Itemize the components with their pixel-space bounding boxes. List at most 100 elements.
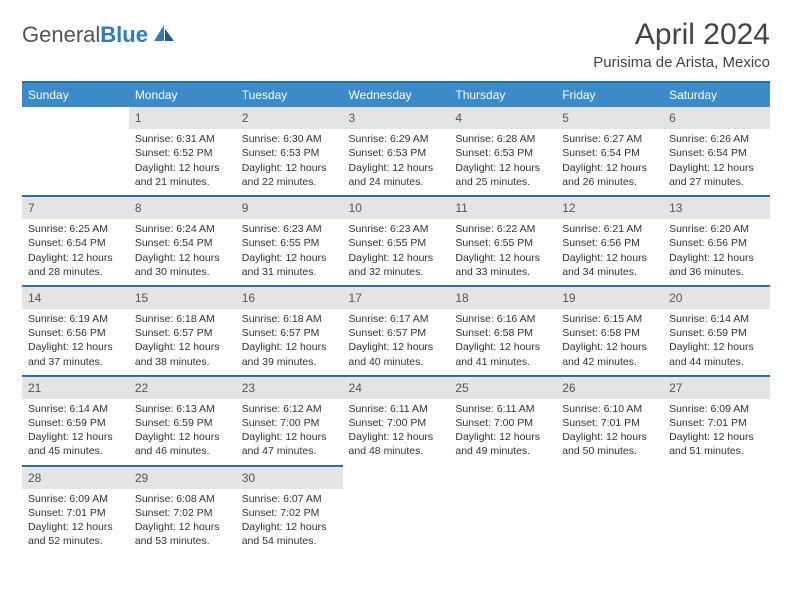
day-number: 25 (449, 375, 556, 399)
day-number: 12 (556, 195, 663, 219)
sunrise-text: Sunrise: 6:30 AM (242, 132, 337, 146)
day-detail: Sunrise: 6:11 AMSunset: 7:00 PMDaylight:… (343, 399, 450, 465)
daylight-text: Daylight: 12 hours and 21 minutes. (135, 161, 230, 189)
weekday-header: Sunday (22, 82, 129, 107)
day-number: 19 (556, 285, 663, 309)
day-number: 9 (236, 195, 343, 219)
calendar-row: 1Sunrise: 6:31 AMSunset: 6:52 PMDaylight… (22, 107, 770, 195)
sunset-text: Sunset: 6:55 PM (455, 236, 550, 250)
day-number: 28 (22, 465, 129, 489)
day-detail: Sunrise: 6:17 AMSunset: 6:57 PMDaylight:… (343, 309, 450, 375)
day-number: 2 (236, 107, 343, 129)
calendar-row: 14Sunrise: 6:19 AMSunset: 6:56 PMDayligh… (22, 285, 770, 375)
sunrise-text: Sunrise: 6:08 AM (135, 492, 230, 506)
logo: GeneralBlue (22, 22, 176, 48)
calendar-cell: 7Sunrise: 6:25 AMSunset: 6:54 PMDaylight… (22, 195, 129, 285)
calendar-cell: 4Sunrise: 6:28 AMSunset: 6:53 PMDaylight… (449, 107, 556, 195)
day-number: 11 (449, 195, 556, 219)
weekday-header-row: Sunday Monday Tuesday Wednesday Thursday… (22, 82, 770, 107)
daylight-text: Daylight: 12 hours and 52 minutes. (28, 520, 123, 548)
calendar-cell: 27Sunrise: 6:09 AMSunset: 7:01 PMDayligh… (663, 375, 770, 465)
sunset-text: Sunset: 7:02 PM (135, 506, 230, 520)
daylight-text: Daylight: 12 hours and 50 minutes. (562, 430, 657, 458)
calendar-cell: 11Sunrise: 6:22 AMSunset: 6:55 PMDayligh… (449, 195, 556, 285)
day-number: 13 (663, 195, 770, 219)
sunrise-text: Sunrise: 6:16 AM (455, 312, 550, 326)
day-number: 1 (129, 107, 236, 129)
calendar-cell: 26Sunrise: 6:10 AMSunset: 7:01 PMDayligh… (556, 375, 663, 465)
logo-text-general: General (22, 22, 100, 47)
daylight-text: Daylight: 12 hours and 32 minutes. (349, 251, 444, 279)
day-number: 3 (343, 107, 450, 129)
day-number: 5 (556, 107, 663, 129)
sunrise-text: Sunrise: 6:18 AM (135, 312, 230, 326)
sunrise-text: Sunrise: 6:15 AM (562, 312, 657, 326)
day-number: 26 (556, 375, 663, 399)
calendar-cell (343, 465, 450, 555)
daylight-text: Daylight: 12 hours and 22 minutes. (242, 161, 337, 189)
sunrise-text: Sunrise: 6:19 AM (28, 312, 123, 326)
calendar-cell: 3Sunrise: 6:29 AMSunset: 6:53 PMDaylight… (343, 107, 450, 195)
sunset-text: Sunset: 7:01 PM (28, 506, 123, 520)
sunset-text: Sunset: 6:57 PM (349, 326, 444, 340)
day-detail: Sunrise: 6:15 AMSunset: 6:58 PMDaylight:… (556, 309, 663, 375)
day-detail: Sunrise: 6:30 AMSunset: 6:53 PMDaylight:… (236, 129, 343, 195)
day-detail: Sunrise: 6:23 AMSunset: 6:55 PMDaylight:… (236, 219, 343, 285)
daylight-text: Daylight: 12 hours and 36 minutes. (669, 251, 764, 279)
sunset-text: Sunset: 6:59 PM (28, 416, 123, 430)
day-number: 18 (449, 285, 556, 309)
sunrise-text: Sunrise: 6:25 AM (28, 222, 123, 236)
calendar-cell (556, 465, 663, 555)
sunset-text: Sunset: 7:01 PM (562, 416, 657, 430)
sunset-text: Sunset: 6:54 PM (135, 236, 230, 250)
daylight-text: Daylight: 12 hours and 41 minutes. (455, 340, 550, 368)
weekday-header: Thursday (449, 82, 556, 107)
sunset-text: Sunset: 6:52 PM (135, 146, 230, 160)
daylight-text: Daylight: 12 hours and 45 minutes. (28, 430, 123, 458)
sunset-text: Sunset: 6:55 PM (242, 236, 337, 250)
daylight-text: Daylight: 12 hours and 54 minutes. (242, 520, 337, 548)
daylight-text: Daylight: 12 hours and 37 minutes. (28, 340, 123, 368)
calendar-cell: 18Sunrise: 6:16 AMSunset: 6:58 PMDayligh… (449, 285, 556, 375)
sunset-text: Sunset: 7:02 PM (242, 506, 337, 520)
day-number: 17 (343, 285, 450, 309)
sunset-text: Sunset: 7:00 PM (349, 416, 444, 430)
sunrise-text: Sunrise: 6:21 AM (562, 222, 657, 236)
sunrise-text: Sunrise: 6:27 AM (562, 132, 657, 146)
daylight-text: Daylight: 12 hours and 24 minutes. (349, 161, 444, 189)
day-detail: Sunrise: 6:13 AMSunset: 6:59 PMDaylight:… (129, 399, 236, 465)
calendar-cell: 6Sunrise: 6:26 AMSunset: 6:54 PMDaylight… (663, 107, 770, 195)
sunset-text: Sunset: 7:01 PM (669, 416, 764, 430)
month-title: April 2024 (593, 18, 770, 52)
calendar-table: Sunday Monday Tuesday Wednesday Thursday… (22, 81, 770, 555)
day-detail: Sunrise: 6:07 AMSunset: 7:02 PMDaylight:… (236, 489, 343, 555)
calendar-cell: 24Sunrise: 6:11 AMSunset: 7:00 PMDayligh… (343, 375, 450, 465)
sunset-text: Sunset: 6:57 PM (242, 326, 337, 340)
daylight-text: Daylight: 12 hours and 38 minutes. (135, 340, 230, 368)
calendar-cell: 2Sunrise: 6:30 AMSunset: 6:53 PMDaylight… (236, 107, 343, 195)
calendar-row: 7Sunrise: 6:25 AMSunset: 6:54 PMDaylight… (22, 195, 770, 285)
calendar-cell: 13Sunrise: 6:20 AMSunset: 6:56 PMDayligh… (663, 195, 770, 285)
calendar-cell: 23Sunrise: 6:12 AMSunset: 7:00 PMDayligh… (236, 375, 343, 465)
daylight-text: Daylight: 12 hours and 26 minutes. (562, 161, 657, 189)
sunrise-text: Sunrise: 6:13 AM (135, 402, 230, 416)
sunrise-text: Sunrise: 6:09 AM (28, 492, 123, 506)
day-number: 27 (663, 375, 770, 399)
sunset-text: Sunset: 7:00 PM (242, 416, 337, 430)
calendar-cell: 29Sunrise: 6:08 AMSunset: 7:02 PMDayligh… (129, 465, 236, 555)
weekday-header: Wednesday (343, 82, 450, 107)
sunrise-text: Sunrise: 6:12 AM (242, 402, 337, 416)
day-detail: Sunrise: 6:25 AMSunset: 6:54 PMDaylight:… (22, 219, 129, 285)
calendar-cell: 22Sunrise: 6:13 AMSunset: 6:59 PMDayligh… (129, 375, 236, 465)
sunset-text: Sunset: 6:54 PM (28, 236, 123, 250)
sunset-text: Sunset: 6:55 PM (349, 236, 444, 250)
calendar-cell: 20Sunrise: 6:14 AMSunset: 6:59 PMDayligh… (663, 285, 770, 375)
sunrise-text: Sunrise: 6:14 AM (28, 402, 123, 416)
sail-icon (152, 23, 176, 48)
day-detail: Sunrise: 6:29 AMSunset: 6:53 PMDaylight:… (343, 129, 450, 195)
calendar-cell: 5Sunrise: 6:27 AMSunset: 6:54 PMDaylight… (556, 107, 663, 195)
weekday-header: Tuesday (236, 82, 343, 107)
logo-text: GeneralBlue (22, 22, 148, 48)
day-detail: Sunrise: 6:09 AMSunset: 7:01 PMDaylight:… (22, 489, 129, 555)
day-number: 15 (129, 285, 236, 309)
